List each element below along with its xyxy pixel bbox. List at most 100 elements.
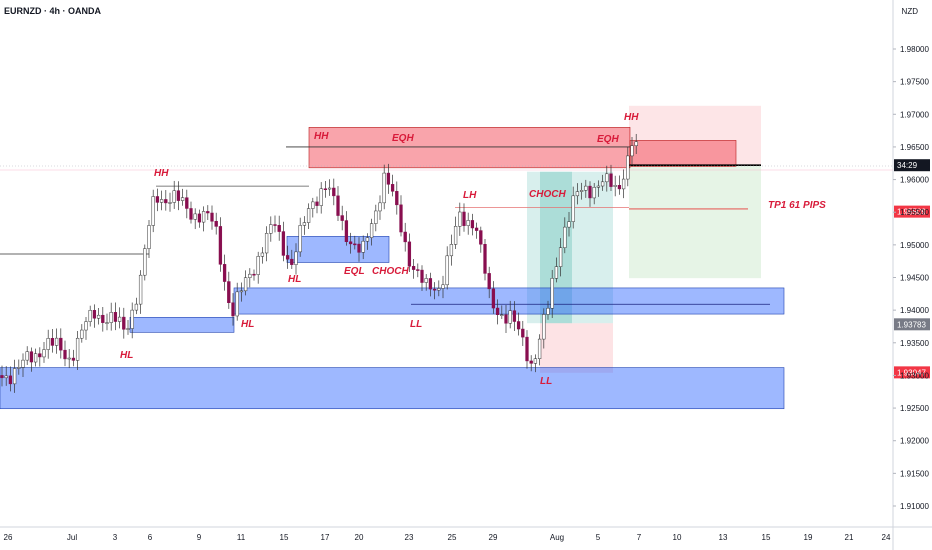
structure-label: EQL [344, 266, 365, 277]
x-tick-label: 5 [596, 533, 601, 542]
candle-body [441, 284, 445, 289]
demand-zone [0, 367, 785, 410]
candle-body [151, 196, 155, 226]
candle-body [0, 375, 4, 379]
structure-label: HL [241, 319, 254, 330]
candle-body [369, 223, 374, 238]
x-tick-label: 7 [637, 533, 642, 542]
structure-label: EQH [597, 134, 619, 145]
structure-label: LH [463, 190, 477, 201]
candle-body [101, 314, 105, 323]
candle-body [302, 222, 307, 226]
x-tick-label: 3 [113, 533, 118, 542]
candle-body [147, 225, 151, 249]
x-tick-label: 9 [197, 533, 202, 542]
candle-body [243, 277, 248, 292]
candle-body [269, 224, 273, 234]
candle-body [88, 310, 92, 322]
candle-body [117, 316, 122, 322]
y-tick-label: 1.92000 [900, 437, 929, 446]
candle-body [600, 181, 605, 187]
y-tick-label: 1.92500 [900, 404, 929, 413]
structure-label: TP1 61 PIPS [768, 200, 826, 211]
candle-body [277, 225, 281, 232]
x-tick-label: 21 [845, 533, 854, 542]
candle-body [222, 264, 227, 282]
candle-body [59, 337, 63, 351]
supply-zone [308, 127, 631, 169]
candle-body [92, 310, 97, 319]
candle-body [332, 187, 336, 197]
candle-body [466, 220, 470, 226]
structure-label: EQH [392, 133, 414, 144]
candle-body [634, 141, 638, 146]
candle-body [294, 251, 298, 265]
candle-body [96, 314, 101, 319]
candle-body [340, 215, 344, 221]
candle-body [311, 201, 315, 209]
candle-body [416, 269, 420, 271]
x-tick-label: Aug [550, 533, 564, 542]
candle-body [12, 368, 17, 385]
candle-body [315, 201, 319, 206]
x-tick-label: 11 [237, 533, 246, 542]
candle-body [4, 375, 8, 379]
candle-body [197, 213, 202, 223]
x-tick-label: 19 [804, 533, 813, 542]
candle-body [554, 266, 559, 279]
candle-body [382, 172, 386, 204]
measure-zone-pink [540, 323, 613, 373]
x-tick-label: Jul [67, 533, 77, 542]
candle-body [571, 195, 575, 222]
price-tag [894, 366, 930, 379]
candle-body [495, 307, 500, 315]
stop-loss-zone [629, 105, 761, 166]
x-tick-label: 13 [719, 533, 728, 542]
y-tick-label: 1.96000 [900, 176, 929, 185]
measure-zone-teal [527, 171, 613, 324]
candle-body [411, 266, 416, 270]
candle-body [575, 191, 580, 197]
demand-zone [286, 236, 390, 263]
y-tick-label: 1.94000 [900, 306, 929, 315]
candle-body [512, 310, 517, 322]
candle-body [80, 329, 84, 339]
x-tick-label: 15 [280, 533, 289, 542]
candle-body [105, 322, 109, 324]
candle-body [109, 312, 113, 323]
candle-body [231, 302, 235, 317]
candle-body [29, 351, 34, 363]
candle-body [424, 278, 428, 283]
x-tick-label: 15 [762, 533, 771, 542]
candle-body [487, 273, 491, 290]
currency-label: NZD [901, 7, 918, 16]
symbol-title: EURNZD · 4h · OANDA [4, 6, 101, 16]
candle-body [206, 211, 210, 214]
candle-body [504, 314, 508, 324]
candle-body [432, 288, 437, 291]
candle-body [588, 185, 592, 199]
candle-body [63, 349, 67, 360]
candle-body [621, 178, 626, 190]
candle-body [546, 307, 550, 315]
candle-body [357, 243, 361, 253]
candle-body [626, 155, 630, 180]
y-tick-label: 1.95500 [900, 208, 929, 217]
structure-label: HH [624, 112, 639, 123]
candle-body [453, 226, 458, 245]
candle-body [584, 185, 588, 191]
y-tick-label: 1.93500 [900, 339, 929, 348]
candle-body [613, 185, 617, 187]
supply-zone [629, 140, 737, 167]
candle-body [252, 273, 256, 276]
candle-body [38, 353, 42, 358]
candle-body [84, 321, 88, 331]
price-tag-label: 1.93783 [897, 320, 926, 329]
candle-body [592, 187, 596, 199]
candle-body [172, 190, 176, 203]
candle-body [428, 278, 433, 290]
candle-body [579, 190, 584, 192]
candle-body [529, 360, 533, 364]
x-tick-label: 29 [489, 533, 498, 542]
